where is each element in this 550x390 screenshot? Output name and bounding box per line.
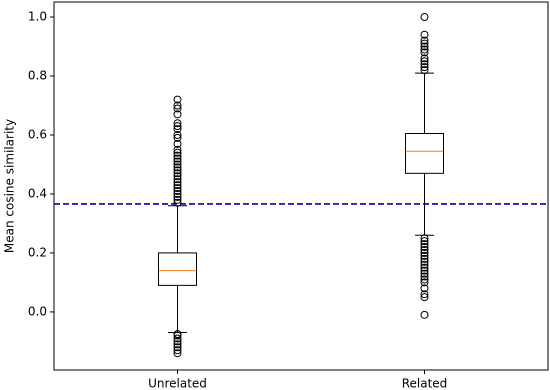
outlier: [173, 184, 182, 193]
outlier: [420, 290, 429, 299]
outlier: [420, 275, 429, 284]
outlier: [173, 95, 182, 104]
outlier: [420, 60, 429, 69]
outlier: [173, 104, 182, 113]
outlier: [173, 166, 182, 175]
outlier: [173, 160, 182, 169]
outlier: [173, 346, 182, 355]
outlier: [420, 245, 429, 254]
outlier: [173, 163, 182, 172]
outlier: [173, 192, 182, 201]
outlier: [420, 278, 429, 287]
outlier: [420, 251, 429, 260]
x-tick-label: Related: [402, 377, 448, 390]
y-axis-label: Mean cosine similarity: [3, 119, 17, 253]
outlier: [173, 125, 182, 134]
outlier: [173, 343, 182, 352]
outlier: [173, 151, 182, 160]
outlier: [420, 272, 429, 281]
outlier: [173, 181, 182, 190]
outlier: [173, 331, 182, 340]
plot-frame: [53, 1, 549, 371]
outlier: [173, 139, 182, 148]
outlier: [173, 148, 182, 157]
outlier: [173, 349, 182, 358]
outlier: [420, 248, 429, 257]
outlier: [173, 187, 182, 196]
outlier: [420, 263, 429, 272]
y-tick-label: 1.0: [28, 10, 47, 24]
y-tick-label: 0.8: [28, 69, 47, 83]
outlier: [420, 240, 429, 249]
outlier: [420, 266, 429, 275]
outlier: [173, 178, 182, 187]
outlier: [173, 189, 182, 198]
x-tick-label: Unrelated: [148, 377, 207, 390]
outlier: [420, 254, 429, 263]
outlier: [173, 340, 182, 349]
outlier: [173, 175, 182, 184]
outlier: [173, 119, 182, 128]
outlier: [173, 334, 182, 343]
y-tick-label: 0.6: [28, 127, 47, 141]
outlier: [173, 130, 182, 139]
outlier: [420, 257, 429, 266]
outlier: [420, 269, 429, 278]
outlier: [173, 133, 182, 142]
outlier: [173, 122, 182, 131]
outlier: [173, 195, 182, 204]
outlier: [173, 101, 182, 110]
outlier: [173, 337, 182, 346]
outlier: [420, 260, 429, 269]
outlier: [420, 234, 429, 243]
outlier: [173, 154, 182, 163]
outlier: [173, 110, 182, 119]
outlier: [420, 42, 429, 51]
y-tick-label: 0.2: [28, 245, 47, 259]
outlier: [420, 310, 429, 319]
outlier: [420, 54, 429, 63]
outlier: [420, 57, 429, 66]
outlier: [420, 243, 429, 252]
outlier: [420, 284, 429, 293]
outlier: [420, 36, 429, 45]
outlier: [420, 30, 429, 39]
outlier: [173, 169, 182, 178]
outlier: [420, 63, 429, 72]
outlier: [173, 172, 182, 181]
outlier: [420, 237, 429, 246]
box: [405, 133, 444, 174]
outlier: [420, 13, 429, 22]
outlier: [173, 157, 182, 166]
outlier: [173, 145, 182, 154]
outlier: [420, 66, 429, 75]
outlier: [420, 45, 429, 54]
outlier: [173, 198, 182, 207]
box: [158, 252, 197, 286]
outlier: [420, 39, 429, 48]
outlier: [420, 48, 429, 57]
y-tick-label: 0.4: [28, 186, 47, 200]
y-tick-label: 0.0: [28, 304, 47, 318]
outlier: [420, 293, 429, 302]
